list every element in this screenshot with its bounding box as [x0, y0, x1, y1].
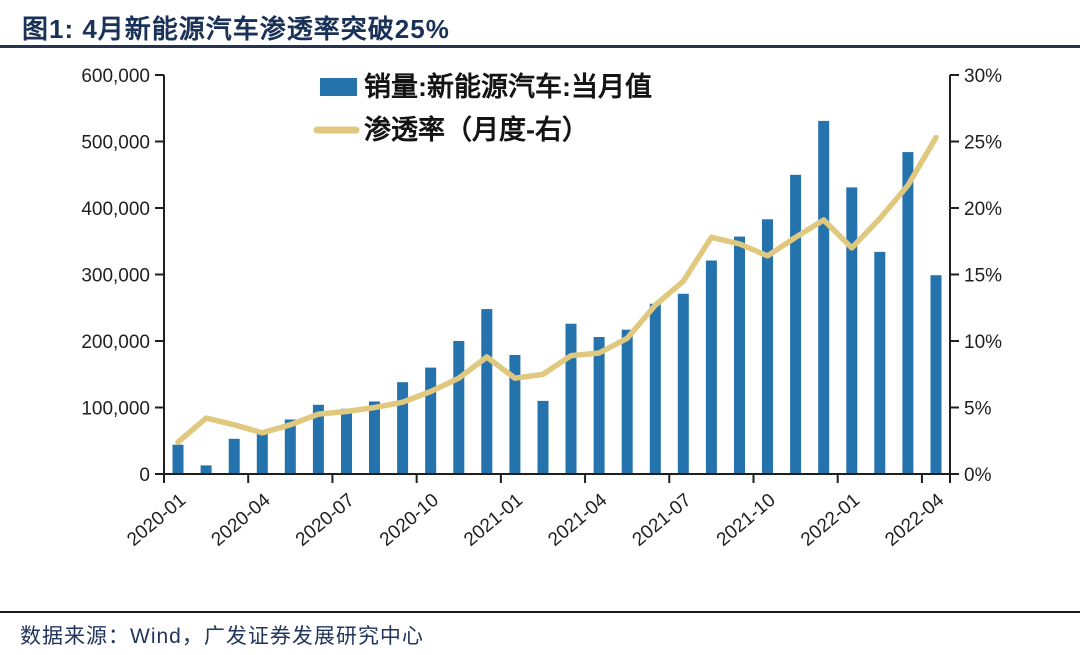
sales-bar: [481, 309, 493, 474]
sales-bar: [790, 174, 802, 475]
sales-bar: [930, 275, 942, 474]
legend-line-label: 渗透率（月度-右）: [364, 114, 589, 145]
sales-bar: [846, 187, 858, 474]
sales-bar: [509, 355, 521, 474]
chart-canvas: 0 100,000 200,000 300,000 400,000 500,000 600,…: [81, 66, 1002, 551]
x-axis-tick-label: 2020-07: [292, 490, 359, 551]
left-axis-tick-label: 600,000: [81, 66, 150, 87]
svg-text:2022-01: 2022-01: [797, 490, 864, 551]
sales-bar: [874, 251, 886, 474]
left-axis-tick-label: 400,000: [81, 199, 150, 220]
sales-bar: [677, 293, 689, 474]
sales-bar: [425, 367, 437, 474]
sales-bar: [200, 465, 212, 474]
bars-layer: [172, 120, 942, 475]
sales-bar: [312, 404, 324, 474]
x-axis-tick-label: 2021-07: [629, 490, 696, 551]
footer-divider: [0, 611, 1080, 613]
sales-bar: [537, 400, 549, 474]
svg-text:2021-07: 2021-07: [629, 490, 696, 551]
sales-bar: [397, 382, 409, 474]
legend-bar-swatch: [320, 78, 357, 96]
chart-area: 0 100,000 200,000 300,000 400,000 500,000 600,…: [0, 50, 1080, 606]
x-axis-tick-label: 2022-04: [881, 489, 948, 550]
svg-text:2020-10: 2020-10: [376, 490, 443, 551]
svg-text:2021-10: 2021-10: [713, 490, 780, 551]
sales-bar: [593, 337, 605, 474]
sales-bar: [228, 438, 240, 474]
sales-bar: [172, 444, 184, 474]
right-axis-tick-label: 25%: [964, 133, 1002, 154]
sales-bar: [818, 120, 830, 475]
svg-text:2020-01: 2020-01: [123, 490, 190, 551]
svg-text:2022-04: 2022-04: [881, 489, 948, 550]
right-axis-tick-label: 5%: [964, 399, 992, 420]
x-axis-tick-label: 2022-01: [797, 490, 864, 551]
left-axis-tick-label: 100,000: [81, 399, 150, 420]
left-axis-tick-label: 0: [139, 465, 150, 486]
sales-bar: [341, 408, 352, 474]
svg-text:2020-07: 2020-07: [292, 490, 359, 551]
x-axis-tick-label: 2021-10: [713, 490, 780, 551]
left-axis-tick-label: 200,000: [81, 332, 150, 353]
x-axis-tick-label: 2021-01: [460, 490, 527, 551]
x-axis-tick-label: 2020-10: [376, 490, 443, 551]
right-axis-tick-label: 10%: [964, 332, 1002, 353]
sales-bar: [762, 219, 773, 474]
title-underline: [0, 45, 1080, 48]
svg-text:2020-04: 2020-04: [208, 489, 275, 550]
legend: 销量:新能源汽车:当月值 渗透率（月度-右）: [313, 71, 652, 145]
right-axis-tick-label: 15%: [964, 266, 1002, 287]
sales-bar: [284, 419, 296, 474]
svg-text:2021-04: 2021-04: [544, 489, 611, 550]
sales-bar: [621, 329, 633, 474]
data-source: 数据来源：Wind，广发证券发展研究中心: [20, 625, 424, 648]
right-axis-tick-label: 20%: [964, 199, 1002, 220]
sales-bar: [649, 303, 661, 474]
svg-text:2021-01: 2021-01: [460, 490, 527, 551]
figure-title: 图1: 4月新能源汽车渗透率突破25%: [22, 14, 450, 44]
right-axis-tick-label: 0%: [964, 465, 992, 486]
x-axis-tick-label: 2020-01: [123, 490, 190, 551]
right-axis-tick-label: 30%: [964, 66, 1002, 87]
x-axis-tick-label: 2020-04: [208, 489, 275, 550]
sales-bar: [565, 323, 577, 474]
sales-bar: [369, 401, 380, 474]
sales-bar: [734, 236, 745, 474]
sales-bar: [256, 431, 268, 474]
left-axis-tick-label: 300,000: [81, 266, 150, 287]
sales-bar: [902, 152, 914, 474]
penetration-line: [175, 134, 939, 445]
left-axis-tick-label: 500,000: [81, 133, 150, 154]
sales-bar: [705, 260, 717, 474]
x-axis-tick-label: 2021-04: [544, 489, 611, 550]
legend-bar-label: 销量:新能源汽车:当月值: [364, 71, 652, 102]
sales-bar: [453, 341, 465, 474]
